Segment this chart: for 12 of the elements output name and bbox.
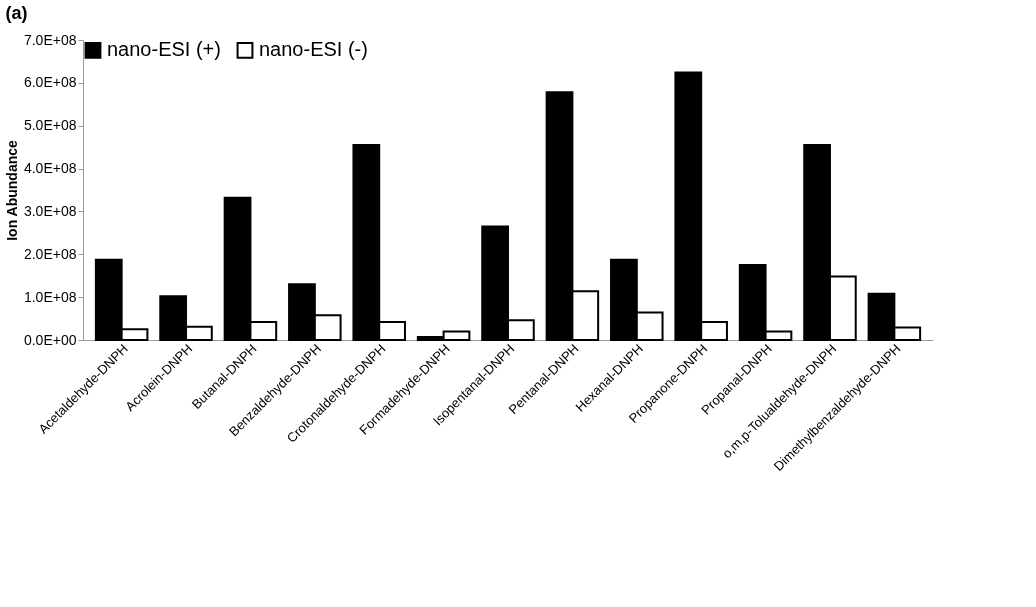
y-tick-label: 5.0E+08: [23, 117, 77, 134]
y-tick-label: 0.0E+00: [23, 331, 77, 348]
y-tick-label: 7.0E+08: [23, 31, 77, 48]
legend-label: nano-ESI (-): [259, 38, 368, 61]
y-tick-label: 6.0E+08: [23, 74, 77, 91]
legend-label: nano-ESI (+): [107, 38, 221, 61]
y-tick-label: 4.0E+08: [23, 160, 77, 177]
chart-title: (a): [5, 3, 28, 23]
y-tick-label: 3.0E+08: [23, 202, 77, 219]
y-tick-label: 1.0E+08: [23, 288, 77, 305]
y-axis-title: Ion Abundance: [3, 139, 20, 241]
y-tick-label: 2.0E+08: [23, 245, 77, 262]
